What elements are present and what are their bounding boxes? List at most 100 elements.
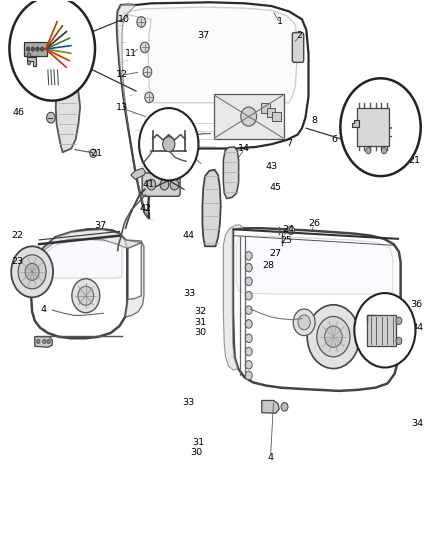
Circle shape — [78, 286, 94, 305]
Circle shape — [11, 246, 53, 297]
Circle shape — [288, 226, 294, 235]
Circle shape — [340, 78, 421, 176]
Circle shape — [245, 277, 252, 286]
Circle shape — [40, 47, 44, 51]
Text: 27: 27 — [269, 249, 281, 258]
Polygon shape — [42, 240, 122, 278]
Polygon shape — [123, 7, 297, 103]
Polygon shape — [237, 236, 393, 294]
Text: 33: 33 — [183, 288, 195, 297]
Circle shape — [298, 315, 310, 330]
FancyBboxPatch shape — [142, 173, 180, 196]
Polygon shape — [202, 169, 221, 246]
Circle shape — [145, 92, 153, 103]
Polygon shape — [56, 78, 80, 152]
FancyBboxPatch shape — [292, 33, 304, 62]
Circle shape — [137, 17, 146, 27]
Circle shape — [27, 53, 31, 57]
Polygon shape — [223, 225, 244, 370]
Text: 30: 30 — [194, 328, 206, 337]
Polygon shape — [125, 240, 144, 317]
Text: 33: 33 — [182, 398, 194, 407]
FancyBboxPatch shape — [267, 108, 276, 117]
Circle shape — [317, 317, 350, 357]
Text: 37: 37 — [198, 31, 210, 40]
Circle shape — [27, 61, 31, 65]
Circle shape — [245, 361, 252, 369]
Circle shape — [381, 148, 387, 154]
Text: 18: 18 — [378, 137, 390, 146]
Polygon shape — [131, 168, 146, 179]
Circle shape — [10, 0, 95, 101]
Circle shape — [18, 255, 46, 289]
Text: 41: 41 — [142, 180, 154, 189]
Text: 22: 22 — [11, 231, 23, 240]
Text: 2: 2 — [297, 31, 303, 40]
Text: 30: 30 — [190, 448, 202, 457]
Text: 31: 31 — [194, 318, 206, 327]
Circle shape — [245, 306, 252, 314]
Circle shape — [26, 47, 30, 51]
Text: 12: 12 — [116, 70, 128, 78]
Text: 26: 26 — [308, 220, 320, 229]
Text: 25: 25 — [281, 237, 293, 246]
Polygon shape — [352, 120, 359, 127]
Text: 45: 45 — [270, 183, 282, 192]
Circle shape — [293, 309, 315, 336]
Circle shape — [281, 402, 288, 411]
Text: 46: 46 — [12, 108, 24, 117]
Circle shape — [42, 340, 46, 344]
Text: 21: 21 — [409, 156, 420, 165]
Text: 34: 34 — [412, 323, 424, 332]
Text: 4: 4 — [40, 304, 46, 313]
Text: 13: 13 — [116, 102, 128, 111]
Circle shape — [307, 305, 360, 368]
Text: 34: 34 — [412, 419, 424, 428]
Text: 24: 24 — [282, 225, 294, 234]
Circle shape — [46, 112, 55, 123]
Text: 21: 21 — [90, 149, 102, 158]
Text: 7: 7 — [286, 139, 292, 148]
Circle shape — [36, 47, 39, 51]
Text: 44: 44 — [183, 231, 194, 240]
Circle shape — [160, 179, 169, 190]
Circle shape — [396, 337, 402, 345]
Circle shape — [147, 179, 155, 190]
Circle shape — [31, 47, 35, 51]
Circle shape — [241, 107, 257, 126]
Polygon shape — [35, 229, 141, 261]
Text: 15: 15 — [183, 147, 194, 156]
Text: 31: 31 — [192, 439, 204, 448]
Circle shape — [354, 293, 416, 368]
Circle shape — [47, 340, 50, 344]
FancyBboxPatch shape — [214, 94, 284, 139]
Text: 43: 43 — [265, 162, 277, 171]
Circle shape — [396, 317, 402, 325]
Circle shape — [143, 67, 152, 77]
Polygon shape — [262, 400, 279, 413]
Text: 11: 11 — [125, 50, 137, 58]
Polygon shape — [223, 147, 239, 198]
FancyBboxPatch shape — [367, 315, 396, 346]
Text: 14: 14 — [238, 144, 251, 153]
Circle shape — [25, 263, 39, 280]
Circle shape — [90, 149, 97, 158]
Text: 36: 36 — [410, 300, 422, 309]
Circle shape — [245, 371, 252, 379]
Text: 10: 10 — [118, 15, 130, 24]
Circle shape — [72, 279, 100, 313]
FancyBboxPatch shape — [357, 108, 389, 147]
Circle shape — [170, 179, 179, 190]
Circle shape — [366, 148, 371, 154]
Circle shape — [245, 348, 252, 356]
FancyBboxPatch shape — [24, 42, 46, 56]
FancyBboxPatch shape — [272, 112, 281, 122]
Polygon shape — [35, 337, 52, 348]
Circle shape — [141, 42, 149, 53]
Circle shape — [245, 252, 252, 260]
Text: 5: 5 — [29, 66, 35, 74]
Text: 4: 4 — [22, 28, 28, 37]
Text: 8: 8 — [311, 116, 317, 125]
Text: 23: 23 — [11, 257, 23, 265]
Circle shape — [245, 263, 252, 272]
